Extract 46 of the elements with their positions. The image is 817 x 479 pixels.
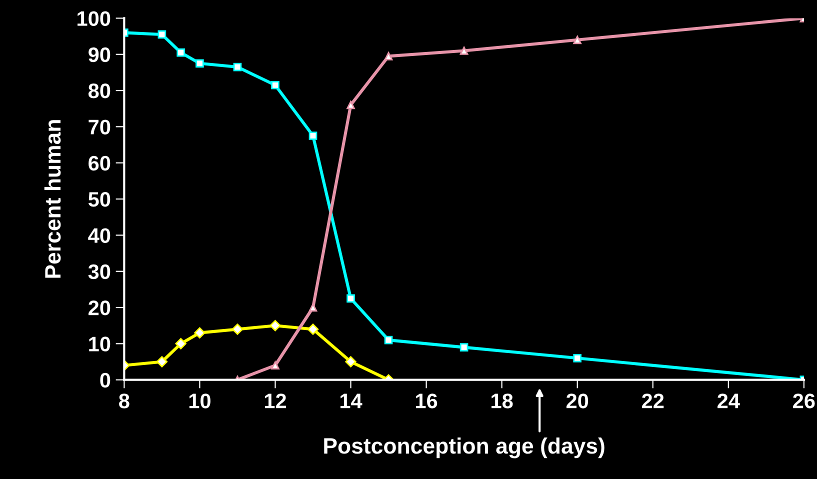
- x-tick-label: 24: [718, 394, 740, 408]
- x-tick-label: 26: [793, 394, 815, 408]
- point: [232, 324, 244, 335]
- point: [270, 320, 281, 332]
- point: [271, 80, 280, 90]
- point: [573, 36, 582, 44]
- point: [176, 48, 185, 57]
- y-tick-label: 20: [88, 300, 110, 316]
- point: [460, 343, 468, 352]
- x-tick-label: 8: [119, 394, 130, 408]
- x-axis-title: Postconception age (days): [324, 437, 604, 458]
- point: [384, 52, 393, 60]
- x-tick-label: 22: [642, 394, 664, 408]
- x-tick-label: 14: [340, 394, 362, 408]
- point: [308, 132, 318, 140]
- y-tick-label: 10: [89, 336, 110, 352]
- y-tick-label: 40: [88, 228, 110, 243]
- y-tick-label: 0: [100, 372, 110, 388]
- point: [573, 354, 582, 362]
- point: [233, 62, 242, 72]
- x-tick-label: 18: [492, 394, 513, 408]
- x-tick-label: 16: [416, 394, 438, 408]
- point: [175, 338, 186, 350]
- y-tick-label: 100: [78, 11, 110, 26]
- point: [271, 361, 280, 370]
- y-axis-title: Percent human: [44, 120, 61, 278]
- x-tick-label: 10: [189, 394, 210, 408]
- point: [346, 294, 355, 303]
- y-tick-label: 30: [88, 264, 110, 280]
- point: [307, 324, 319, 335]
- y-tick-label: 50: [88, 192, 110, 207]
- x-tick-label: 12: [264, 394, 286, 408]
- y-tick-label: 80: [88, 84, 110, 98]
- point: [156, 356, 168, 368]
- y-tick-label: 70: [88, 120, 110, 134]
- point: [345, 356, 356, 368]
- x-tick-label: 20: [566, 394, 588, 408]
- point: [346, 100, 355, 110]
- y-tick-label: 60: [88, 156, 110, 171]
- point: [196, 59, 204, 68]
- point: [460, 46, 468, 55]
- point: [308, 303, 318, 312]
- point: [194, 327, 206, 338]
- point: [384, 336, 393, 344]
- y-tick-label: 90: [88, 47, 110, 62]
- point: [158, 30, 166, 39]
